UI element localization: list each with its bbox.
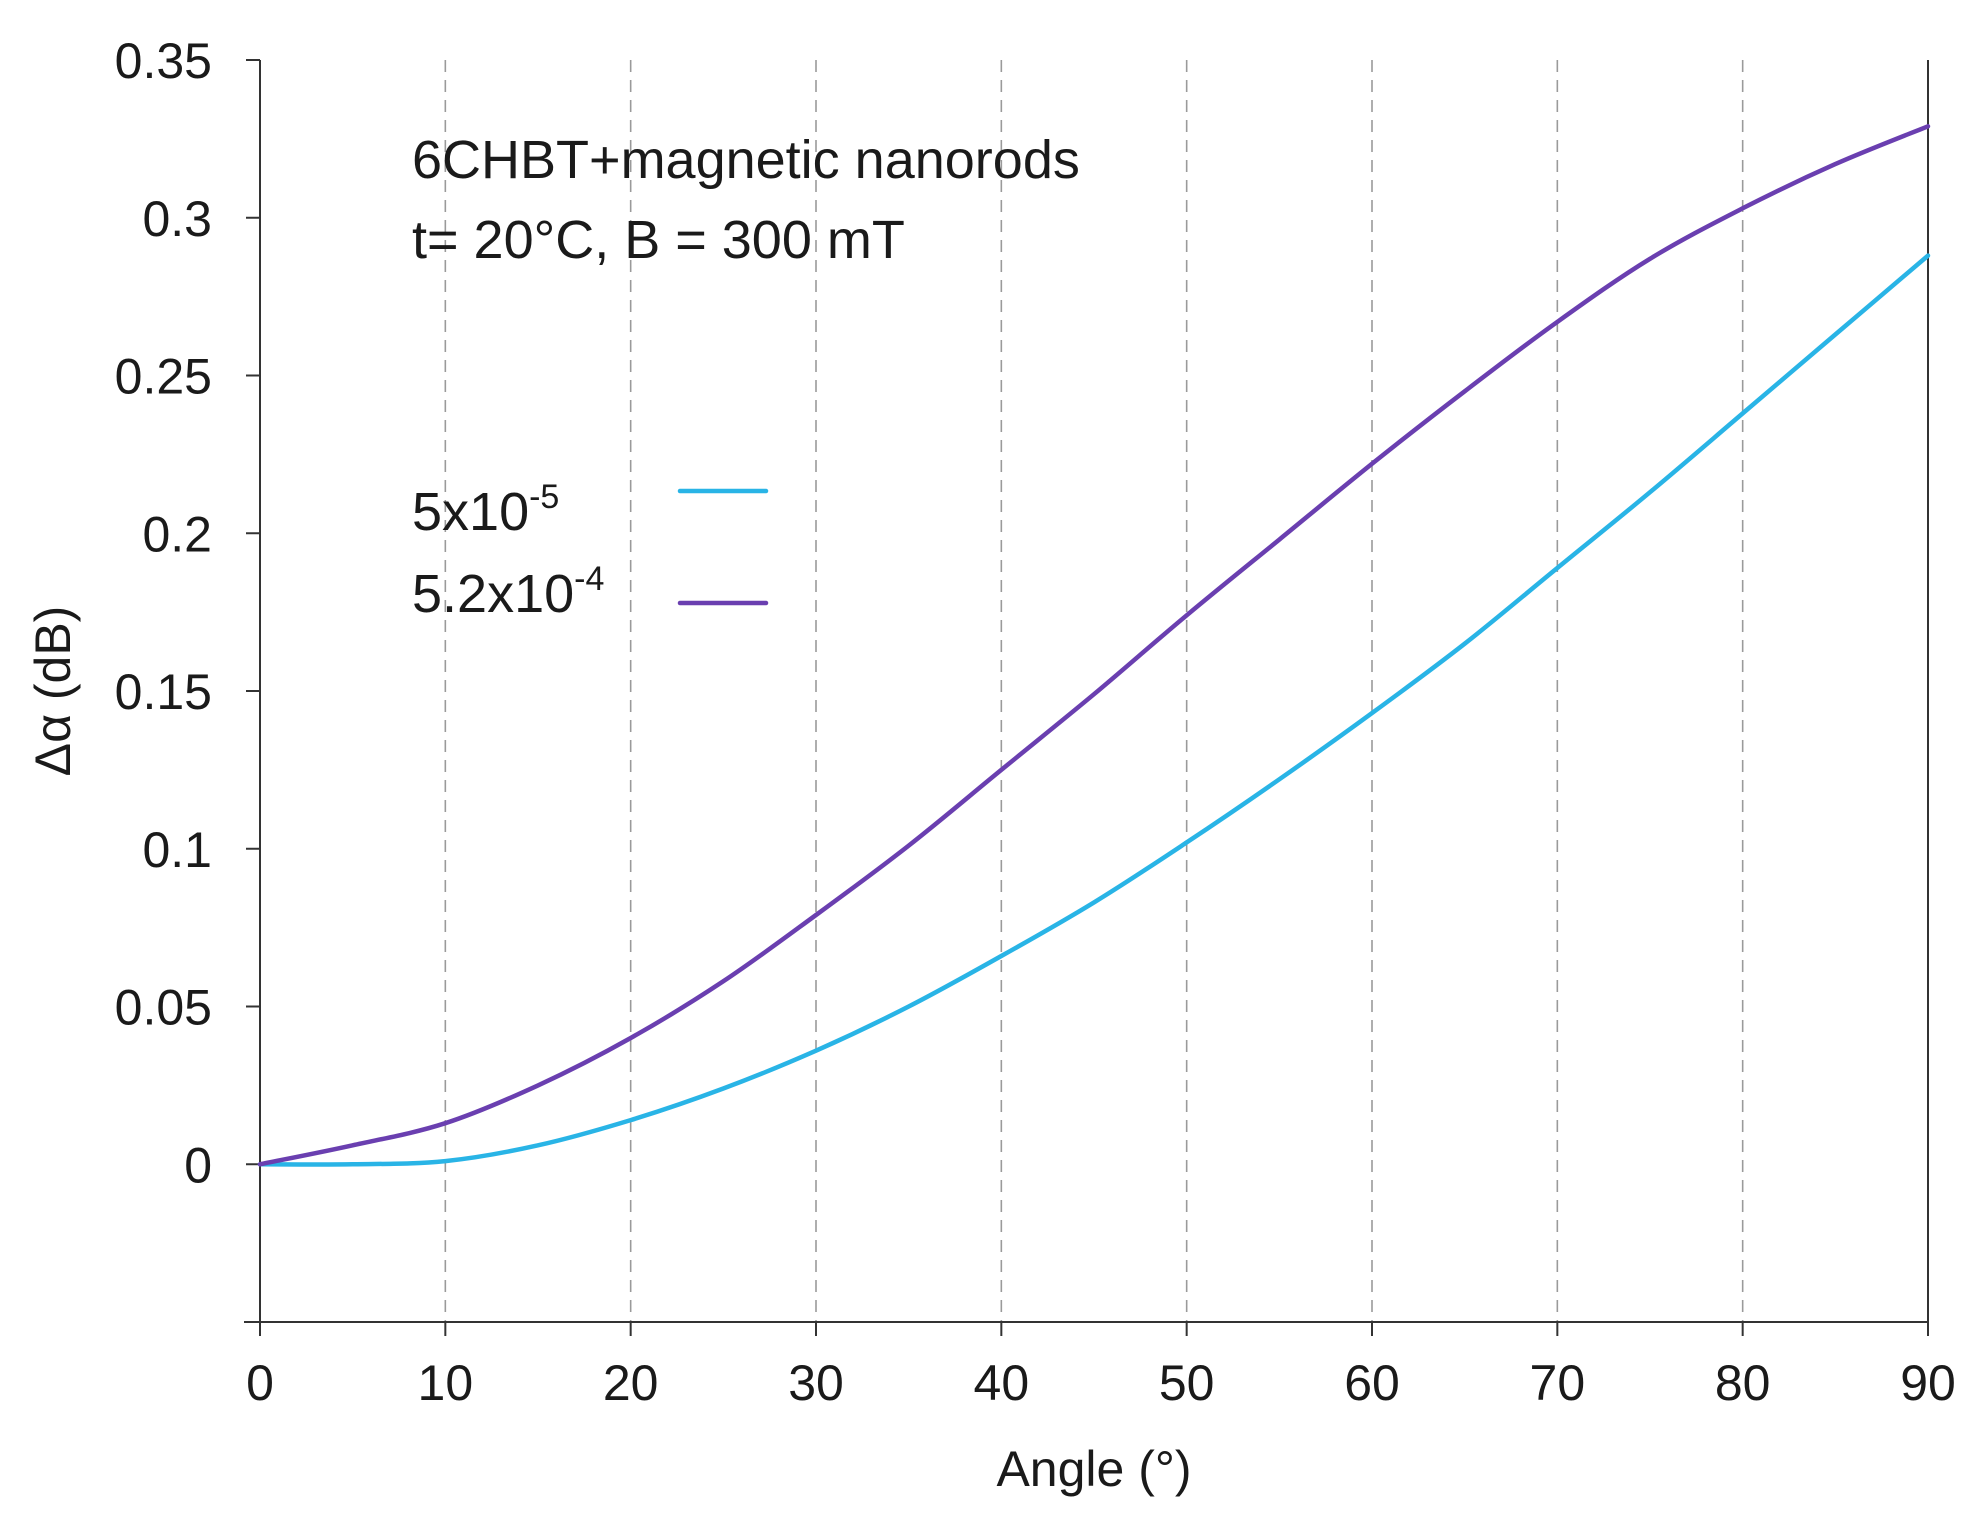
- legend-label-series-2-exp: -4: [574, 560, 604, 598]
- grid-lines: [444, 60, 1744, 1322]
- y-tick-label: 0.15: [115, 664, 212, 720]
- x-tick-label: 40: [974, 1355, 1030, 1411]
- x-tick-label: 20: [603, 1355, 659, 1411]
- annotation-conditions: t= 20°C, B = 300 mT: [412, 210, 905, 270]
- y-tick-label: 0.05: [115, 980, 212, 1036]
- ticks: 0 10 20 30 40 50 60 70 80 90 0 0.05 0.1 0.15 0.2 0.25 0.…: [115, 33, 1956, 1411]
- legend-label-series-1: 5x10-5: [412, 478, 559, 542]
- x-tick-label: 10: [418, 1355, 474, 1411]
- x-tick-label: 70: [1530, 1355, 1586, 1411]
- y-tick-label: 0.2: [142, 506, 212, 562]
- annotation-sample: 6CHBT+magnetic nanorods: [412, 130, 1080, 190]
- y-tick-label: 0.35: [115, 33, 212, 89]
- x-tick-label: 90: [1900, 1355, 1956, 1411]
- legend-label-series-2: 5.2x10-4: [412, 560, 604, 624]
- legend-label-series-2-base: 5.2x10: [412, 564, 574, 624]
- y-tick-label: 0.25: [115, 349, 212, 405]
- legend-label-series-1-exp: -5: [529, 478, 559, 516]
- x-tick-label: 60: [1344, 1355, 1400, 1411]
- series-line-2: [257, 124, 1931, 1167]
- x-tick-label: 30: [788, 1355, 844, 1411]
- y-tick-label: 0: [184, 1137, 212, 1193]
- y-tick-label: 0.3: [142, 191, 212, 247]
- x-tick-label: 80: [1715, 1355, 1771, 1411]
- legend-label-series-1-base: 5x10: [412, 482, 529, 542]
- y-axis-title: Δα (dB): [25, 606, 81, 777]
- series: [257, 124, 1931, 1167]
- series-line-1: [257, 253, 1931, 1167]
- legend: 5x10-5 5.2x10-4: [412, 478, 769, 624]
- x-tick-label: 50: [1159, 1355, 1215, 1411]
- y-tick-label: 0.1: [142, 822, 212, 878]
- x-tick-label: 0: [246, 1355, 274, 1411]
- x-axis-title: Angle (°): [996, 1441, 1191, 1497]
